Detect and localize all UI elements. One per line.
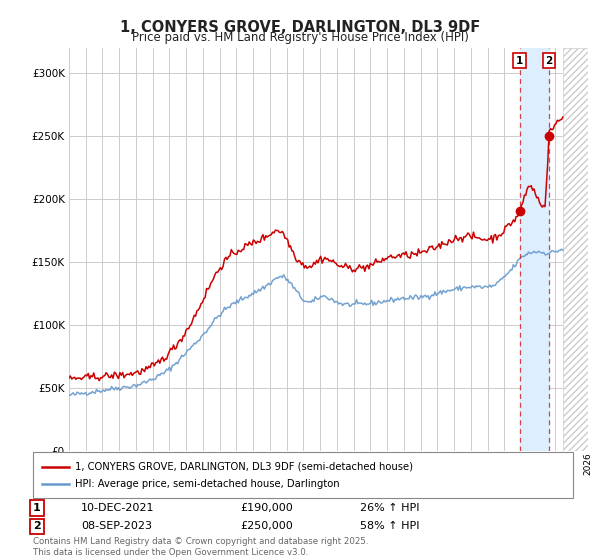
Text: 1, CONYERS GROVE, DARLINGTON, DL3 9DF: 1, CONYERS GROVE, DARLINGTON, DL3 9DF <box>120 20 480 35</box>
Text: 1: 1 <box>516 55 523 66</box>
Text: 2: 2 <box>545 55 553 66</box>
Text: Price paid vs. HM Land Registry's House Price Index (HPI): Price paid vs. HM Land Registry's House … <box>131 31 469 44</box>
Text: HPI: Average price, semi-detached house, Darlington: HPI: Average price, semi-detached house,… <box>75 479 340 489</box>
Text: 1: 1 <box>33 503 41 513</box>
Text: Contains HM Land Registry data © Crown copyright and database right 2025.
This d: Contains HM Land Registry data © Crown c… <box>33 537 368 557</box>
Text: 10-DEC-2021: 10-DEC-2021 <box>81 503 155 513</box>
Text: 2: 2 <box>33 521 41 531</box>
Text: 1, CONYERS GROVE, DARLINGTON, DL3 9DF (semi-detached house): 1, CONYERS GROVE, DARLINGTON, DL3 9DF (s… <box>75 461 413 472</box>
Text: £190,000: £190,000 <box>240 503 293 513</box>
Text: 26% ↑ HPI: 26% ↑ HPI <box>360 503 419 513</box>
Text: 58% ↑ HPI: 58% ↑ HPI <box>360 521 419 531</box>
Text: £250,000: £250,000 <box>240 521 293 531</box>
Bar <box>520 48 549 451</box>
Text: 08-SEP-2023: 08-SEP-2023 <box>81 521 152 531</box>
